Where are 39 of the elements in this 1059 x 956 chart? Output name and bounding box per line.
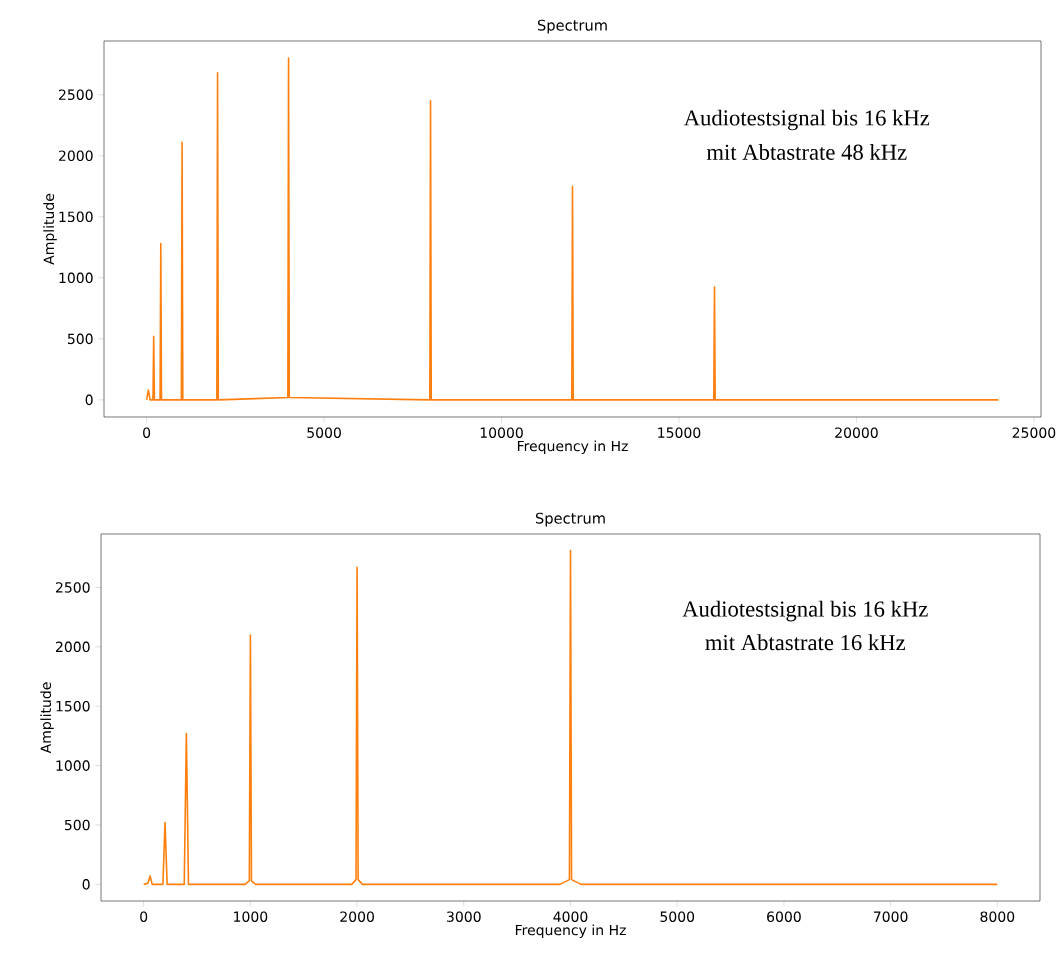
y-tick-label: 1500 [56, 700, 90, 712]
y-tick-label: 1000 [59, 272, 93, 284]
y-axis-title: Amplitude [40, 682, 54, 754]
x-axis-title: Frequency in Hz [515, 924, 626, 939]
y-tick-label: 2000 [59, 150, 93, 162]
y-tick-label: 2500 [59, 89, 93, 100]
y-axis-title: Amplitude [43, 193, 57, 265]
x-tick-label: 5000 [307, 427, 341, 438]
y-tick-label: 500 [64, 819, 90, 831]
chart-title: Spectrum [537, 19, 607, 34]
x-tick-label: 20000 [835, 427, 878, 438]
x-tick-label: 4000 [553, 911, 588, 922]
x-tick-label: 8000 [980, 911, 1015, 922]
line-series [142, 549, 999, 886]
x-tick-label: 0 [143, 427, 151, 438]
chart-title: Spectrum [535, 512, 605, 527]
x-tick-label: 7000 [873, 911, 908, 922]
x-tick-label: 2000 [340, 911, 374, 922]
x-axis-title: Frequency in Hz [517, 440, 628, 455]
x-tick-label: 10000 [480, 427, 523, 438]
annotation: Audiotestsignal bis 16 kHz [682, 600, 928, 622]
y-tick-label: 2500 [55, 582, 90, 593]
x-tick-label: 5000 [660, 911, 695, 922]
annotation: Audiotestsignal bis 16 kHz [683, 109, 930, 131]
x-tick-label: 15000 [658, 427, 701, 438]
x-tick-label: 3000 [447, 911, 481, 922]
annotation: mit Abtastrate 16 kHz [705, 634, 906, 651]
y-tick-label: 2000 [55, 641, 90, 653]
annotation: mit Abtastrate 48 kHz [706, 143, 907, 160]
y-tick-label: 1500 [59, 211, 93, 223]
x-tick-label: 25000 [1012, 427, 1056, 438]
y-tick-label: 1000 [56, 760, 90, 771]
x-tick-label: 6000 [767, 911, 801, 922]
y-tick-label: 0 [85, 394, 93, 406]
x-tick-label: 0 [140, 911, 148, 922]
y-tick-label: 500 [67, 333, 93, 345]
line-series [145, 57, 1000, 401]
y-tick-label: 0 [82, 879, 90, 890]
x-tick-label: 1000 [234, 911, 268, 922]
